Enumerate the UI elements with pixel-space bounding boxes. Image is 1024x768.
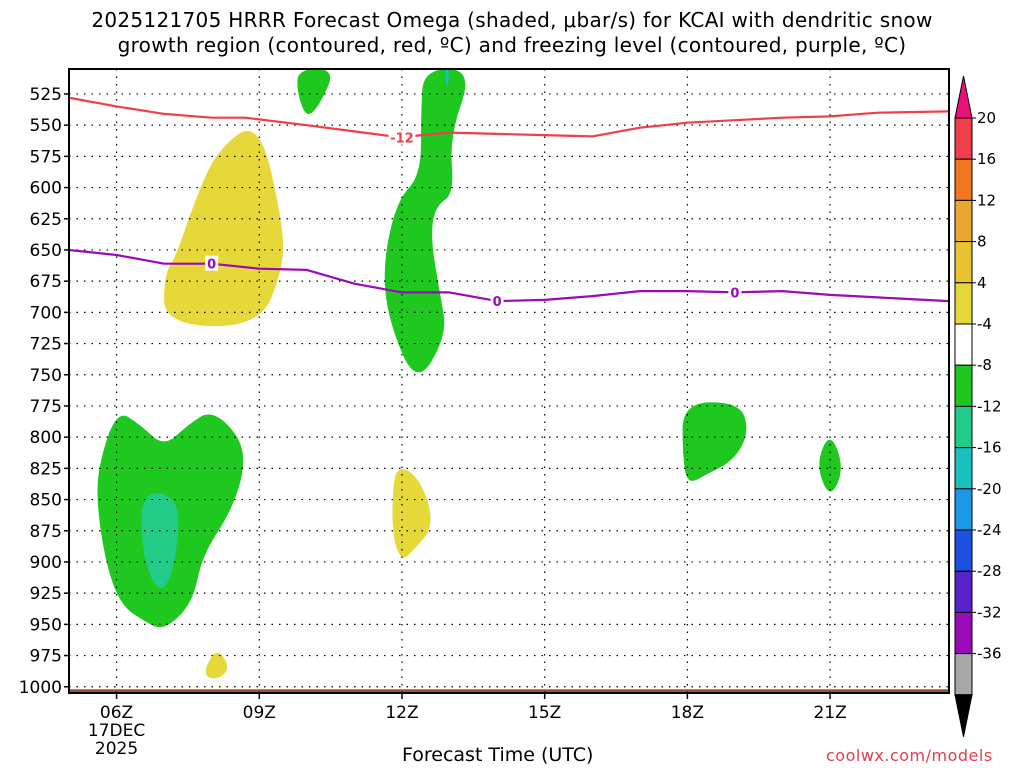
colorbar-swatch: [954, 323, 973, 366]
colorbar-swatch: [954, 570, 973, 613]
contour-label-0: 0: [207, 258, 216, 273]
colorbar-swatch: [954, 611, 973, 655]
colorbar-label: 8: [977, 233, 987, 251]
colorbar-swatch: [954, 199, 973, 243]
y-tick-label: 900: [30, 553, 62, 573]
y-tick-label: 775: [30, 397, 62, 417]
y-tick-label: 825: [30, 459, 62, 479]
omega-region-green-column-12z: [384, 69, 466, 373]
x-tick-sublabel: 2025: [95, 739, 138, 759]
colorbar-label: -24: [977, 521, 1002, 539]
y-tick-label: 950: [30, 615, 62, 635]
colorbar-top-arrow: [954, 75, 973, 119]
contour-label-bg: [728, 284, 742, 300]
x-tick-label: 06Z: [100, 703, 133, 723]
y-tick-label: 1000: [19, 678, 62, 698]
y-tick-label: 750: [30, 366, 62, 386]
y-tick-label: 850: [30, 491, 62, 511]
contour-label--12: -12: [390, 132, 414, 147]
y-tick-label: 525: [30, 85, 62, 105]
y-tick-label: 650: [30, 241, 62, 261]
chart-title: 2025121705 HRRR Forecast Omega (shaded, …: [0, 8, 1024, 58]
x-tick-label: 15Z: [528, 703, 561, 723]
y-tick-label: 800: [30, 428, 62, 448]
colorbar-label: -36: [977, 645, 1002, 663]
colorbar-label: -4: [977, 315, 992, 333]
x-tick-sublabel: 17DEC: [88, 721, 145, 741]
contour-label-bg: [205, 255, 219, 271]
x-tick-label: 18Z: [671, 703, 704, 723]
colorbar-swatch: [954, 653, 973, 696]
omega-region-green-top-10z: [297, 69, 331, 114]
colorbar-swatch: [954, 405, 973, 449]
colorbar-swatch: [954, 241, 973, 284]
colorbar-swatch: [954, 282, 973, 325]
y-tick-label: 925: [30, 584, 62, 604]
omega-shading-layer: [97, 69, 841, 679]
y-tick-label: 700: [30, 303, 62, 323]
colorbar-label: -28: [977, 562, 1002, 580]
x-tick-label: 12Z: [385, 703, 418, 723]
colorbar-label: -8: [977, 356, 992, 374]
y-tick-label: 875: [30, 522, 62, 542]
colorbar-swatch: [954, 158, 973, 201]
omega-region-teal-left: [141, 492, 179, 589]
contour-label-bg: [490, 293, 504, 309]
x-axis-title: Forecast Time (UTC): [402, 744, 594, 766]
x-tick-label: 09Z: [243, 703, 276, 723]
colorbar-label: -20: [977, 480, 1002, 498]
colorbar-label: -32: [977, 603, 1002, 621]
contour-label-bg: [388, 129, 416, 145]
y-tick-label: 675: [30, 272, 62, 292]
omega-region-cyan-speck: [445, 69, 449, 87]
colorbar-swatch: [954, 117, 973, 160]
y-tick-label: 550: [30, 116, 62, 136]
omega-region-yellow-upper: [164, 130, 284, 327]
colorbar-label: -12: [977, 397, 1002, 415]
omega-region-green-21z: [819, 439, 841, 492]
x-tick-label: 21Z: [813, 703, 846, 723]
contour-label-0: 0: [493, 295, 502, 310]
omega-region-green-18z: [682, 402, 747, 481]
colorbar-swatch: [954, 529, 973, 572]
colorbar-swatch: [954, 447, 973, 490]
colorbar-label: -16: [977, 439, 1002, 457]
colorbar-label: 12: [977, 191, 996, 209]
y-tick-label: 625: [30, 210, 62, 230]
colorbar-label: 4: [977, 274, 987, 292]
y-tick-label: 575: [30, 147, 62, 167]
terrain-band: [69, 689, 949, 693]
colorbar-label: 20: [977, 109, 996, 127]
y-tick-label: 975: [30, 647, 62, 667]
chart-title-line1: 2025121705 HRRR Forecast Omega (shaded, …: [91, 8, 933, 32]
credit-link[interactable]: coolwx.com/models: [826, 746, 993, 765]
plot-frame: [68, 68, 950, 694]
contour-line--12: [69, 96, 949, 139]
y-tick-label: 600: [30, 179, 62, 199]
colorbar-swatch: [954, 364, 973, 407]
contour-label-0: 0: [730, 286, 739, 301]
chart-title-line2: growth region (contoured, red, ºC) and f…: [117, 33, 907, 57]
colorbar-swatch: [954, 488, 973, 531]
grid-lines: [69, 69, 949, 693]
omega-region-yellow-bottom: [205, 652, 228, 679]
colorbar-label: 16: [977, 150, 996, 168]
colorbar-legend: 20 16 12 8 4 -4 -8 -12 -16 -20 -24 -28 -32 -36: [954, 75, 1002, 737]
omega-region-yellow-low-12z: [392, 469, 431, 558]
terrain-fill: [69, 689, 949, 693]
colorbar-bottom-arrow: [954, 694, 973, 737]
y-tick-label: 725: [30, 335, 62, 355]
contour-lines: -12 0 0 0: [69, 96, 949, 310]
y-axis-ticks: 525 550 575 600 625 650 675 700 725 750 775 800 825 8…: [19, 85, 69, 698]
